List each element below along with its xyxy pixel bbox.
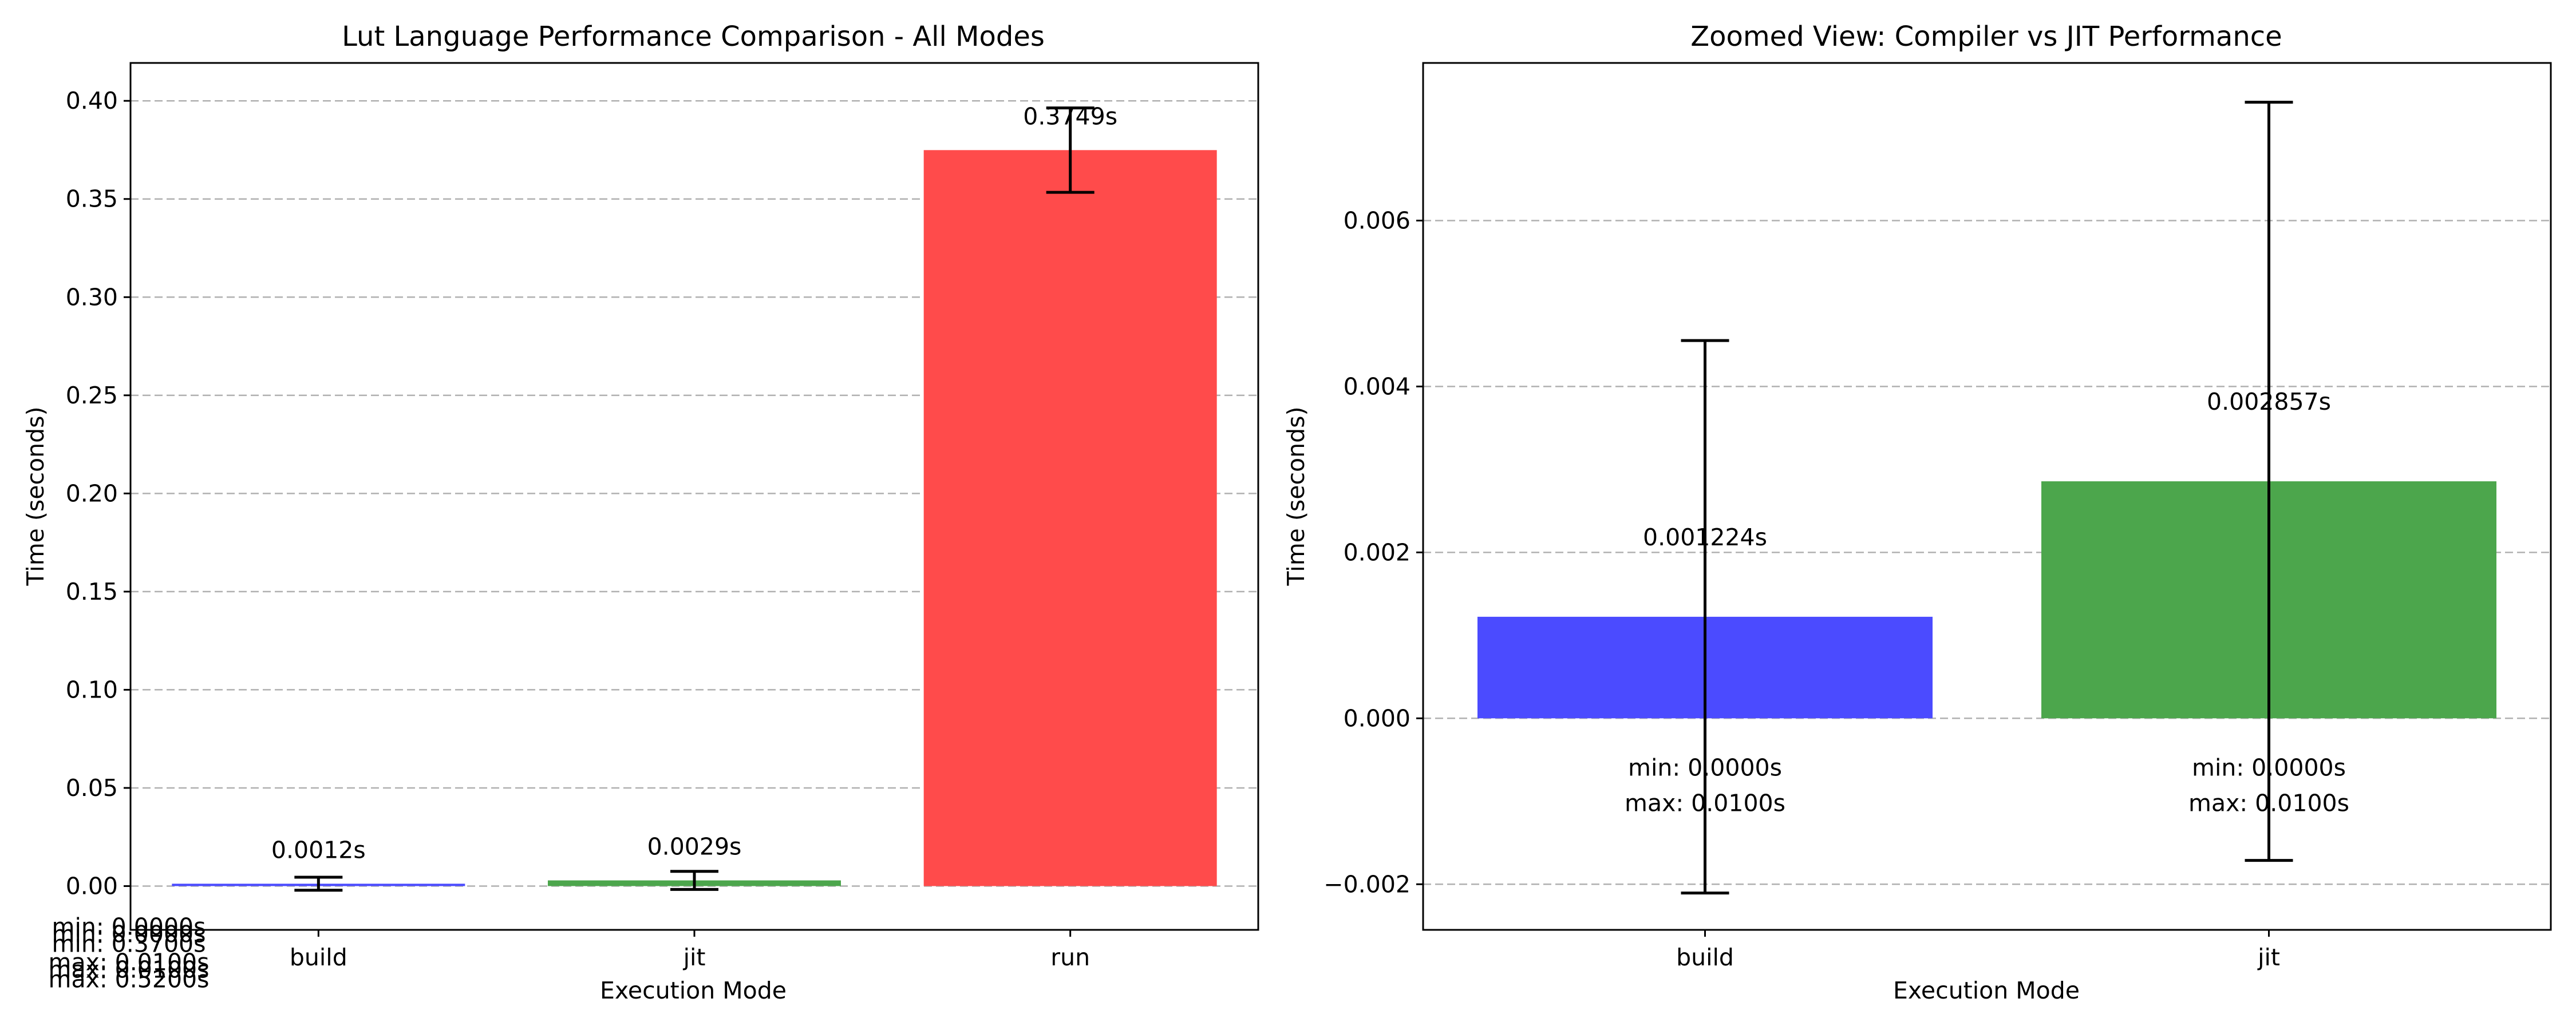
y-tick-label: 0.00 <box>66 872 118 900</box>
chart-title: Lut Language Performance Comparison - Al… <box>342 21 1045 53</box>
x-tick-label: jit <box>2257 944 2280 971</box>
y-tick-label: 0.006 <box>1344 207 1411 234</box>
y-tick-label: 0.004 <box>1344 373 1411 400</box>
min-label: min: 0.0000s <box>52 920 206 948</box>
y-tick-label: 0.30 <box>66 283 118 311</box>
error-bars <box>294 106 1095 892</box>
chart-zoomed: Zoomed View: Compiler vs JIT Performance… <box>1282 21 2552 1004</box>
x-tick-label: run <box>1050 944 1090 971</box>
y-tick-label: 0.05 <box>66 774 118 802</box>
min-label: min: 0.3700s <box>52 930 206 957</box>
x-ticks: build jit run <box>290 930 1090 971</box>
chart-all-modes: Lut Language Performance Comparison - Al… <box>22 21 1259 1004</box>
y-axis-label: Time (seconds) <box>22 407 49 587</box>
min-label: min: 0.0000s <box>1628 754 1782 781</box>
max-label: max: 0.0100s <box>49 956 210 983</box>
plot-frame <box>1422 62 2552 931</box>
y-tick-label: 0.40 <box>66 87 118 114</box>
y-tick-label: 0.15 <box>66 578 118 605</box>
y-tick-label: 0.000 <box>1344 704 1411 732</box>
y-tick-label: 0.002 <box>1344 538 1411 566</box>
x-axis-label: Execution Mode <box>600 977 787 1004</box>
bar-run <box>923 150 1217 886</box>
value-label: 0.0012s <box>271 836 366 863</box>
max-label: max: 0.0100s <box>1625 789 1785 817</box>
x-ticks: build jit <box>1676 930 2280 971</box>
y-tick-label: 0.35 <box>66 185 118 213</box>
y-tick-label: 0.10 <box>66 676 118 703</box>
y-tick-label: 0.25 <box>66 382 118 409</box>
chart-title: Zoomed View: Compiler vs JIT Performance <box>1690 21 2282 53</box>
min-label: min: 0.0000s <box>2192 754 2346 781</box>
value-label: 0.001224s <box>1643 524 1767 551</box>
x-tick-label: build <box>1676 944 1734 971</box>
y-tick-label: −0.002 <box>1323 870 1411 898</box>
value-labels: 0.0012s 0.0029s 0.3749s <box>271 102 1117 863</box>
min-label: min: 0.0000s <box>52 913 206 940</box>
error-bars <box>1681 101 2293 895</box>
x-tick-label: build <box>290 944 347 971</box>
y-ticks: −0.002 0.000 0.002 0.004 0.006 <box>1323 207 1423 898</box>
y-ticks: 0.00 0.05 0.10 0.15 0.20 0.25 0.30 0.35 0.40 <box>66 87 131 900</box>
max-label: max: 0.5200s <box>49 965 210 993</box>
min-max-labels: min: 0.0000s max: 0.0100s min: 0.0000s max:… <box>1625 754 2349 817</box>
max-label: max: 0.0100s <box>2188 789 2349 817</box>
max-label: max: 0.0100s <box>49 948 210 976</box>
value-labels: 0.001224s 0.002857s <box>1643 388 2331 551</box>
value-label: 0.0029s <box>647 833 742 861</box>
y-axis-label: Time (seconds) <box>1282 407 1310 587</box>
y-tick-label: 0.20 <box>66 480 118 507</box>
x-axis-label: Execution Mode <box>1893 977 2080 1004</box>
x-tick-label: jit <box>683 944 706 971</box>
value-label: 0.002857s <box>2207 388 2331 415</box>
value-label: 0.3749s <box>1023 102 1117 130</box>
